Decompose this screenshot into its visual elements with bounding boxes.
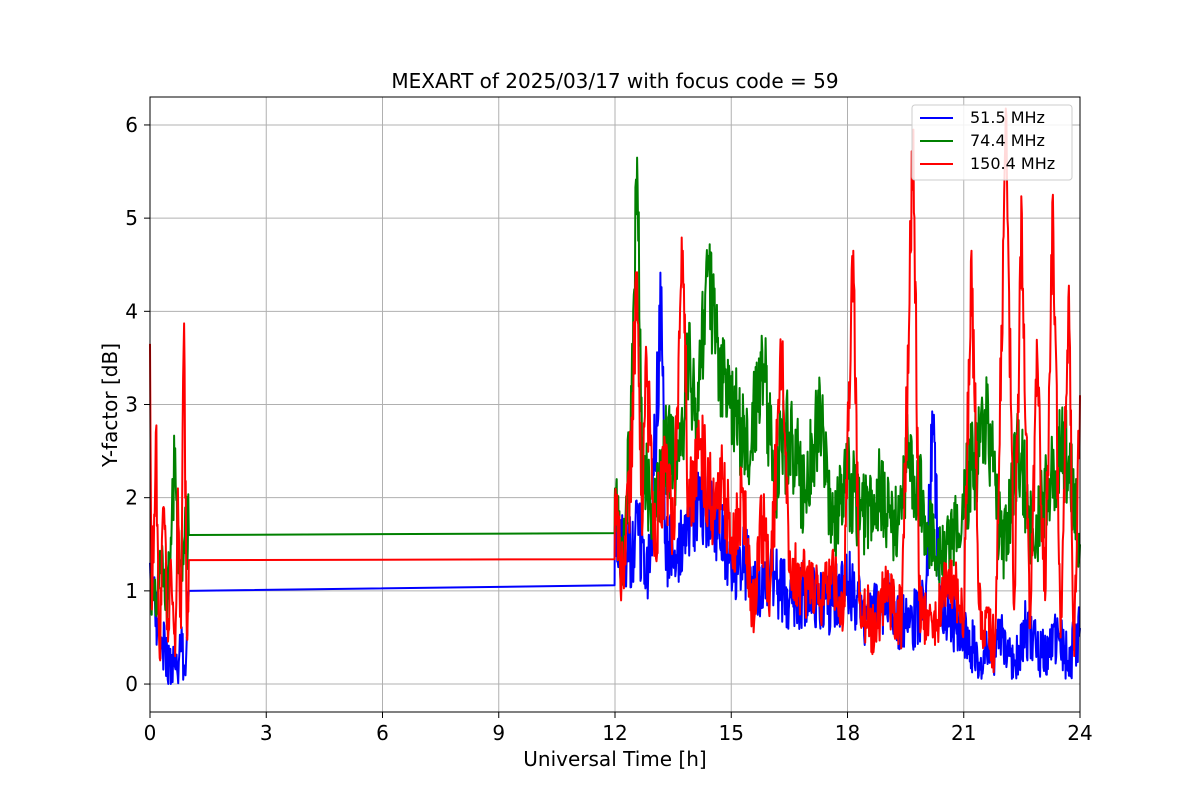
x-tick-label: 24 bbox=[1067, 721, 1092, 745]
legend-box bbox=[911, 104, 1073, 181]
y-tick-label: 5 bbox=[125, 206, 138, 230]
x-tick-label: 12 bbox=[602, 721, 627, 745]
legend-label-51-5-mhz: 51.5 MHz bbox=[970, 108, 1045, 127]
y-tick-label: 1 bbox=[125, 579, 138, 603]
x-tick-label: 9 bbox=[492, 721, 505, 745]
series-line-150-4-mhz bbox=[149, 107, 1081, 674]
y-tick-label: 2 bbox=[125, 486, 138, 510]
y-axis-label: Y-factor [dB] bbox=[98, 343, 122, 468]
chart-title: MEXART of 2025/03/17 with focus code = 5… bbox=[391, 69, 838, 93]
x-axis-label: Universal Time [h] bbox=[523, 747, 706, 771]
x-tick-label: 0 bbox=[144, 721, 157, 745]
y-tick-label: 4 bbox=[125, 299, 138, 323]
x-tick-label: 3 bbox=[260, 721, 273, 745]
y-tick-label: 3 bbox=[125, 393, 138, 417]
legend-label-74-4-mhz: 74.4 MHz bbox=[970, 131, 1045, 150]
x-tick-label: 18 bbox=[835, 721, 860, 745]
x-tick-label: 21 bbox=[951, 721, 976, 745]
x-tick-label: 15 bbox=[719, 721, 744, 745]
y-tick-label: 0 bbox=[125, 672, 138, 696]
legend-label-150-4-mhz: 150.4 MHz bbox=[970, 154, 1055, 173]
y-tick-label: 6 bbox=[125, 113, 138, 137]
x-tick-label: 6 bbox=[376, 721, 389, 745]
legend: 51.5 MHz 74.4 MHz 150.4 MHz bbox=[911, 104, 1073, 181]
series-layer bbox=[149, 107, 1081, 685]
